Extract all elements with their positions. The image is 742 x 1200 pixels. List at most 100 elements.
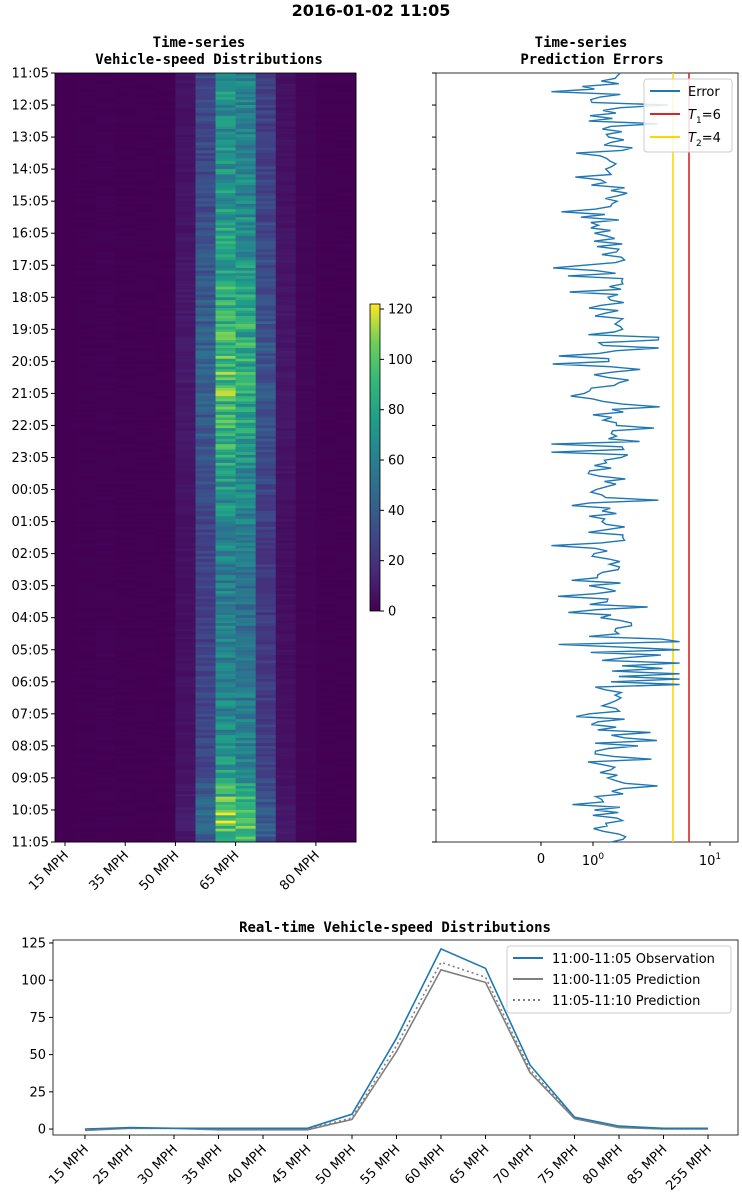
heatmap-cell bbox=[235, 823, 257, 827]
heatmap-cell bbox=[195, 425, 216, 429]
heatmap-cell bbox=[155, 107, 176, 111]
heatmap-cell bbox=[175, 673, 196, 677]
heatmap-cell bbox=[95, 676, 116, 680]
heatmap-cell bbox=[255, 676, 277, 680]
heatmap-cell bbox=[115, 259, 136, 263]
heatmap-cell bbox=[235, 78, 257, 82]
heatmap-cell bbox=[75, 177, 96, 181]
heatmap-cell bbox=[195, 703, 216, 707]
heatmap-cell bbox=[55, 283, 76, 288]
heatmap-cell bbox=[115, 649, 136, 653]
heatmap-cell bbox=[275, 174, 297, 178]
heatmap-cell bbox=[155, 374, 176, 378]
heatmap-cell bbox=[115, 267, 136, 271]
heatmap-cell bbox=[195, 807, 216, 811]
heatmap-cell bbox=[55, 623, 76, 627]
heatmap-cell bbox=[275, 377, 297, 381]
heatmap-cell bbox=[115, 438, 136, 442]
heatmap-cell bbox=[115, 91, 136, 95]
heatmap-cell bbox=[295, 89, 317, 93]
heatmap-cell bbox=[235, 481, 257, 485]
heatmap-cell bbox=[95, 796, 116, 800]
heatmap-cell bbox=[215, 604, 236, 608]
heatmap-cell bbox=[75, 270, 96, 274]
heatmap-cell bbox=[275, 286, 297, 290]
heatmap-cell bbox=[75, 743, 96, 747]
heatmap-cell bbox=[195, 305, 216, 309]
heatmap-cell bbox=[55, 249, 76, 253]
heatmap-cell bbox=[175, 198, 196, 202]
heatmap-cell bbox=[95, 390, 116, 394]
heatmap-cell bbox=[75, 652, 96, 656]
heatmap-cell bbox=[195, 740, 216, 744]
heatmap-cell bbox=[255, 110, 277, 114]
heatmap-cell bbox=[215, 155, 236, 159]
heatmap-cell bbox=[235, 585, 257, 589]
heatmap-cell bbox=[275, 161, 297, 165]
heatmap-cell bbox=[235, 462, 257, 466]
heatmap-cell bbox=[155, 353, 176, 357]
heatmap-cell bbox=[95, 636, 116, 640]
heatmap-cell bbox=[115, 254, 136, 258]
heatmap-cell bbox=[95, 222, 116, 226]
heatmap-cell bbox=[175, 380, 196, 384]
heatmap-cell bbox=[115, 550, 136, 555]
heatmap-cell bbox=[235, 583, 257, 587]
heatmap-cell bbox=[315, 793, 337, 798]
heatmap-cell bbox=[55, 524, 76, 528]
heatmap-cell bbox=[335, 377, 357, 381]
heatmap-cell bbox=[75, 169, 96, 173]
heatmap-cell bbox=[175, 729, 196, 733]
heatmap-cell bbox=[235, 99, 257, 103]
heatmap-cell bbox=[175, 473, 196, 477]
heatmap-cell bbox=[75, 721, 96, 725]
heatmap-cell bbox=[75, 299, 96, 304]
heatmap-cell bbox=[55, 372, 76, 376]
heatmap-cell bbox=[55, 337, 76, 341]
heatmap-cell bbox=[215, 404, 236, 408]
heatmap-cell bbox=[75, 679, 96, 683]
heatmap-cell bbox=[215, 113, 236, 117]
heatmap-cell bbox=[135, 209, 156, 213]
heatmap-cell bbox=[115, 225, 136, 229]
heatmap-cell bbox=[315, 788, 337, 792]
heatmap-y-tick-label: 11:05 bbox=[12, 836, 49, 851]
heatmap-cell bbox=[195, 169, 216, 173]
heatmap-cell bbox=[335, 155, 357, 159]
heatmap-y-tick-label: 11:05 bbox=[12, 67, 49, 82]
heatmap-cell bbox=[255, 679, 277, 683]
heatmap-cell bbox=[175, 692, 196, 696]
heatmap-cell bbox=[215, 663, 236, 667]
heatmap-cell bbox=[235, 286, 257, 290]
heatmap-cell bbox=[75, 310, 96, 314]
heatmap-cell bbox=[155, 542, 176, 547]
heatmap-cell bbox=[175, 126, 196, 130]
heatmap-cell bbox=[295, 254, 317, 258]
heatmap-cell bbox=[235, 577, 257, 581]
heatmap-cell bbox=[75, 73, 96, 77]
heatmap-cell bbox=[235, 745, 257, 749]
heatmap-cell bbox=[95, 425, 116, 429]
heatmap-cell bbox=[155, 793, 176, 798]
heatmap-cell bbox=[295, 158, 317, 162]
heatmap-cell bbox=[175, 524, 196, 528]
heatmap-cell bbox=[335, 409, 357, 413]
heatmap-cell bbox=[115, 396, 136, 400]
heatmap-cell bbox=[235, 601, 257, 605]
heatmap-cell bbox=[75, 155, 96, 159]
heatmap-cell bbox=[215, 625, 236, 629]
heatmap-cell bbox=[235, 799, 257, 803]
heatmap-cell bbox=[155, 342, 176, 346]
heatmap-cell bbox=[255, 812, 277, 816]
heatmap-cell bbox=[75, 118, 96, 122]
heatmap-cell bbox=[55, 139, 76, 143]
heatmap-cell bbox=[95, 321, 116, 325]
heatmap-cell bbox=[215, 153, 236, 157]
heatmap-cell bbox=[75, 820, 96, 824]
heatmap-cell bbox=[55, 548, 76, 552]
heatmap-cell bbox=[335, 470, 357, 474]
heatmap-cell bbox=[295, 332, 317, 336]
heatmap-cell bbox=[115, 620, 136, 624]
heatmap-cell bbox=[175, 118, 196, 122]
heatmap-cell bbox=[255, 796, 277, 800]
